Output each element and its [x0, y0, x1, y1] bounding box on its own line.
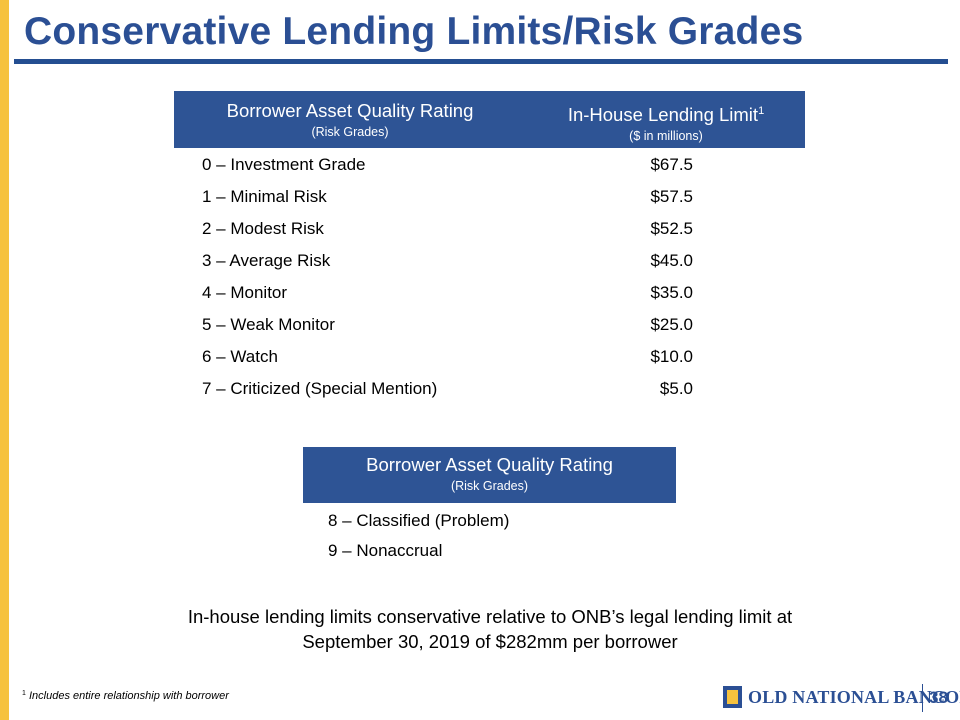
header-rating: Borrower Asset Quality Rating (Risk Grad…	[303, 454, 676, 494]
table-row: 9 – Nonaccrual	[303, 541, 676, 565]
risk-grade: 3 – Average Risk	[202, 251, 331, 270]
header-limit: In-House Lending Limit1 ($ in millions)	[536, 100, 796, 144]
header-rating-label: Borrower Asset Quality Rating	[226, 100, 474, 121]
left-accent-bar	[0, 0, 9, 720]
header-limit-label: In-House Lending Limit1	[567, 104, 765, 125]
risk-grade: 2 – Modest Risk	[202, 219, 324, 238]
footnote-text: Includes entire relationship with borrow…	[28, 690, 229, 702]
table-row: 3 – Average Risk $45.0	[174, 251, 805, 275]
risk-grade: 9 – Nonaccrual	[328, 541, 443, 560]
table-header: Borrower Asset Quality Rating (Risk Grad…	[303, 447, 676, 503]
page-number: 38	[929, 688, 948, 707]
table-row: 7 – Criticized (Special Mention) $5.0	[174, 379, 805, 403]
header-rating: Borrower Asset Quality Rating (Risk Grad…	[174, 100, 526, 140]
risk-grade: 5 – Weak Monitor	[202, 315, 335, 334]
title-underline	[14, 59, 948, 64]
company-logo: OLD NATIONAL BANCORP®	[723, 685, 960, 709]
risk-grade: 1 – Minimal Risk	[202, 187, 327, 206]
table-row: 8 – Classified (Problem)	[303, 511, 676, 535]
lending-limit: $5.0	[659, 379, 693, 398]
header-rating-label: Borrower Asset Quality Rating	[366, 454, 613, 475]
risk-grade: 7 – Criticized (Special Mention)	[202, 379, 438, 398]
lending-limit: $10.0	[650, 347, 693, 366]
lending-limit: $25.0	[650, 315, 693, 334]
summary-note-line-2: September 30, 2019 of $282mm per borrowe…	[302, 631, 678, 652]
lending-limit: $35.0	[650, 283, 693, 302]
header-limit-sublabel: ($ in millions)	[629, 129, 703, 143]
lending-limit: $45.0	[650, 251, 693, 270]
summary-note-line-1: In-house lending limits conservative rel…	[187, 606, 793, 627]
header-rating-sublabel: (Risk Grades)	[311, 125, 389, 139]
logo-text: OLD NATIONAL BANCORP®	[748, 686, 960, 707]
logo-mark-icon	[723, 686, 742, 708]
footnote-marker: 1	[22, 690, 26, 697]
footnote-marker: 1	[758, 105, 765, 117]
summary-note: In-house lending limits conservative rel…	[100, 604, 880, 654]
risk-grade: 8 – Classified (Problem)	[328, 511, 510, 530]
table-row: 0 – Investment Grade $67.5	[174, 155, 805, 179]
table-row: 2 – Modest Risk $52.5	[174, 219, 805, 243]
table-row: 4 – Monitor $35.0	[174, 283, 805, 307]
classified-grades-table: Borrower Asset Quality Rating (Risk Grad…	[303, 447, 676, 560]
table-row: 5 – Weak Monitor $25.0	[174, 315, 805, 339]
risk-grade: 0 – Investment Grade	[202, 155, 366, 174]
lending-limits-table: Borrower Asset Quality Rating (Risk Grad…	[174, 91, 805, 398]
footnote: 1 Includes entire relationship with borr…	[22, 690, 229, 702]
table-row: 6 – Watch $10.0	[174, 347, 805, 371]
lending-limit: $67.5	[650, 155, 693, 174]
table-header: Borrower Asset Quality Rating (Risk Grad…	[174, 91, 805, 148]
lending-limit: $57.5	[650, 187, 693, 206]
footer-divider	[922, 684, 923, 712]
lending-limit: $52.5	[650, 219, 693, 238]
risk-grade: 4 – Monitor	[202, 283, 288, 302]
table-row: 1 – Minimal Risk $57.5	[174, 187, 805, 211]
risk-grade: 6 – Watch	[202, 347, 278, 366]
page-title: Conservative Lending Limits/Risk Grades	[24, 10, 804, 53]
header-rating-sublabel: (Risk Grades)	[450, 479, 529, 493]
